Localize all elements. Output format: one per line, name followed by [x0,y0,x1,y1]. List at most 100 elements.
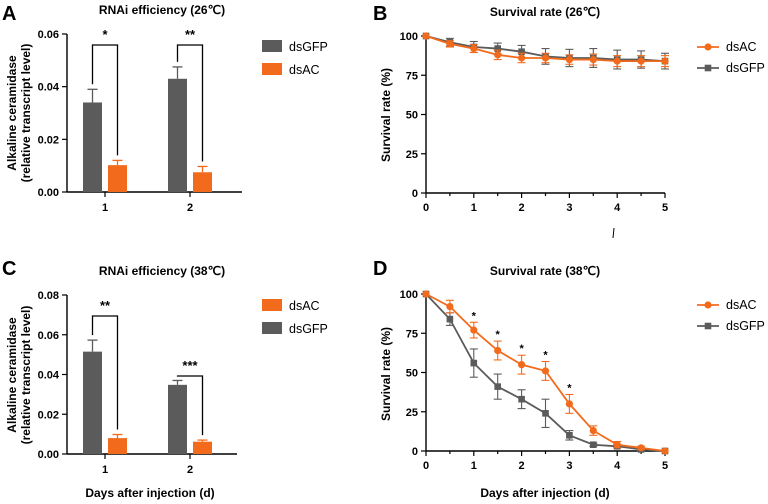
chart-c-bar-dsGFP [83,351,102,454]
chart-a-ytick-label: 0.06 [38,29,59,41]
chart-b: 0 25 50 75 100 0 1 2 3 4 5 dsAC dsGFP [400,31,765,214]
chart-a-significance-label: ** [185,27,196,42]
chart-d-ytick-label: 50 [406,368,418,380]
chart-d-ytick-label: 75 [406,328,418,340]
chart-a-legend-label-dsGFP: dsGFP [289,40,328,54]
panel-label-b: B [373,3,387,25]
chart-c-ylabel-line2: (relative transcript level) [19,306,33,445]
panel-label-a: A [2,3,16,25]
chart-c-legend-label-dsGFP: dsGFP [289,322,328,336]
panel-label-d: D [373,258,387,280]
chart-d-point-dsAC [422,290,430,298]
chart-b-point-dsAC [494,51,502,59]
chart-d-xlabel: Days after injection (d) [480,486,609,500]
chart-d-significance-star: * [567,382,572,394]
chart-a-ytick-label: 0.02 [38,134,59,146]
chart-a-bar-dsGFP [83,102,102,192]
chart-b-legend-label-dsAC: dsAC [726,40,757,54]
chart-b-point-dsAC [589,55,597,64]
chart-c-significance-bracket [176,375,204,436]
chart-d-point-dsAC [494,346,502,355]
panel-label-c: C [2,258,16,280]
chart-b-xtick-label: 1 [471,202,477,214]
chart-d-legend-marker-dsGFP [704,322,712,330]
chart-b-legend-label-dsGFP: dsGFP [726,61,765,75]
chart-d-point-dsAC [637,444,645,452]
chart-c-xtick-label: 1 [102,464,108,476]
chart-b-point-dsAC [613,57,621,65]
chart-a-ytick-label: 0.04 [38,82,60,94]
chart-a-ylabel-line2: (relative transcript level) [19,44,33,183]
chart-c-xtick-label: 2 [187,464,193,476]
chart-c-ytick-label: 0.00 [38,449,59,461]
chart-a-xtick-label: 2 [187,202,193,214]
chart-c-significance-label: *** [182,358,198,373]
chart-c-ytick-label: 0.04 [38,370,60,382]
chart-c-legend-swatch-dsAC [262,299,282,311]
chart-b-ylabel: Survival rate (%) [379,68,393,162]
chart-b-point-dsAC [470,44,478,53]
chart-a-legend-label-dsAC: dsAC [289,63,320,77]
chart-b-title: Survival rate (26℃) [490,5,600,19]
chart-b-ytick-label: 50 [406,110,418,122]
chart-d-ytick-label: 25 [406,407,418,419]
chart-a-bar-dsAC [193,172,212,192]
chart-c-bar-dsGFP [168,384,187,454]
chart-c-xlabel: Days after injection (d) [85,486,214,500]
chart-a-bar-dsAC [108,165,127,192]
chart-d-point-dsGFP [446,315,454,323]
chart-c-ytick-label: 0.06 [38,330,59,342]
chart-d-point-dsAC [613,441,621,449]
chart-d-point-dsAC [565,400,574,408]
chart-b-ytick-label: 25 [406,149,418,161]
chart-d-significance-star: * [472,310,477,322]
chart-d-point-dsGFP [518,395,525,403]
chart-a-ylabel-line1: Alkaline ceramidase [5,55,19,171]
chart-d-title: Survival rate (38℃) [490,264,600,278]
chart-d-ytick-label: 100 [400,289,418,301]
chart-c-title: RNAi efficiency (38℃) [99,264,225,278]
chart-d-point-dsAC [518,361,526,369]
chart-d-point-dsGFP [590,441,597,449]
chart-c-significance-label: ** [100,298,111,313]
chart-d: 0 25 50 75 100 0 1 2 3 4 5 * * * * * dsAC dsGFP [400,289,765,472]
chart-b-point-dsGFP [494,45,501,52]
stray-mark [612,227,615,239]
chart-c-ylabel-line1: Alkaline ceramidase [5,317,19,433]
chart-b-point-dsAC [565,55,574,64]
chart-c-legend-label-dsAC: dsAC [289,299,320,313]
chart-d-xtick-label: 0 [423,460,429,472]
chart-b-ytick-label: 0 [412,188,418,200]
chart-d-point-dsGFP [566,432,573,439]
chart-d-legend-label-dsAC: dsAC [726,298,757,312]
chart-d-point-dsAC [541,367,550,375]
chart-d-point-dsGFP [542,410,549,417]
chart-b-xtick-label: 0 [423,202,429,214]
chart-a-significance-label: * [102,27,108,42]
chart-a-legend-swatch-dsAC [262,63,282,75]
chart-c-bar-dsAC [193,441,212,454]
chart-d-legend-label-dsGFP: dsGFP [726,319,765,333]
chart-d-significance-star: * [519,343,524,355]
chart-d-xtick-label: 2 [519,460,525,472]
chart-a-significance-bracket [91,44,119,156]
chart-d-point-dsAC [661,447,669,455]
chart-d-significance-star: * [543,350,548,362]
chart-b-xtick-label: 2 [519,202,525,214]
chart-b-xtick-label: 4 [614,202,621,214]
chart-b-point-dsGFP [518,48,525,55]
chart-d-point-dsGFP [470,359,478,367]
chart-b-point-dsAC [422,32,430,40]
chart-d-ytick-label: 0 [412,446,418,458]
chart-a: 0.00 0.02 0.04 0.06 1 * 2 ** dsGFP dsAC [38,27,328,214]
chart-b-xtick-label: 5 [662,202,668,214]
chart-b-legend-marker-dsAC [704,43,712,51]
chart-c-significance-bracket [91,315,119,430]
chart-a-legend-swatch-dsGFP [262,40,282,52]
chart-d-xtick-label: 5 [662,460,668,472]
chart-d-ylabel: Survival rate (%) [379,327,393,421]
chart-b-point-dsAC [661,57,669,65]
chart-d-point-dsAC [446,302,454,311]
chart-a-ytick-label: 0.00 [38,187,59,199]
